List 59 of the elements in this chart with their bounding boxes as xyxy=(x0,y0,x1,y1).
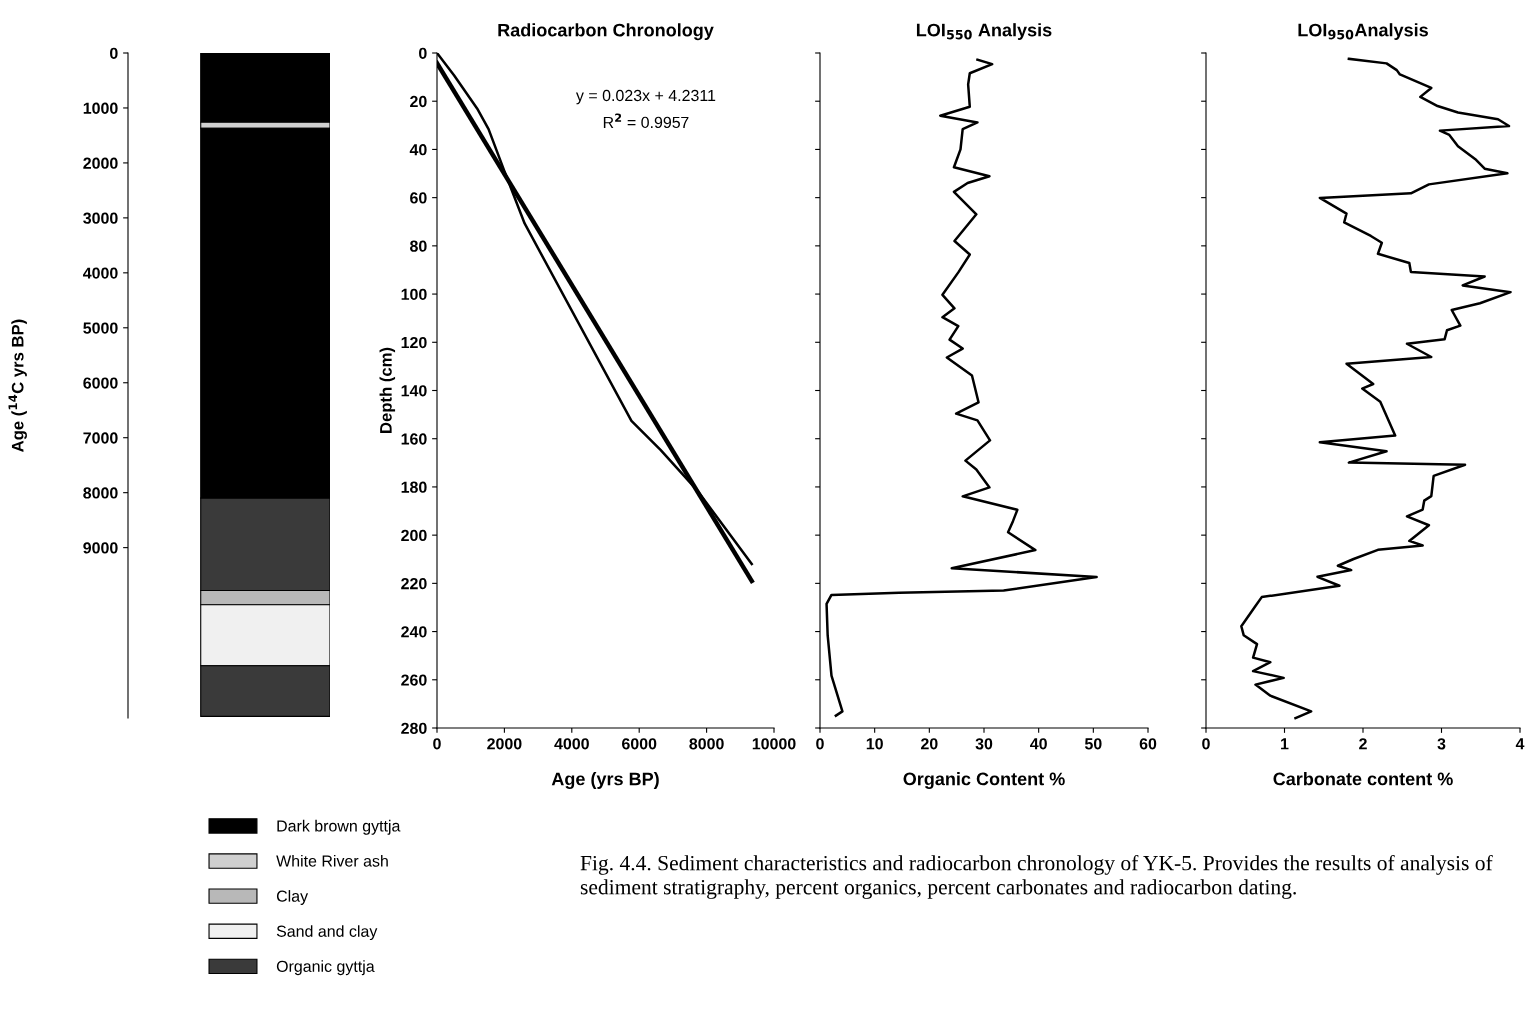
x-tick-label: 30 xyxy=(975,738,993,750)
legend-label: White River ash xyxy=(276,854,388,867)
x-tick-label: 8000 xyxy=(689,738,724,750)
y-tick-label: 120 xyxy=(401,336,427,349)
y-tick-label: 5000 xyxy=(83,322,118,334)
x-tick-label: 0 xyxy=(816,738,824,750)
y-tick-label: 20 xyxy=(410,95,427,108)
legend-label: Organic gyttja xyxy=(276,960,375,976)
chart-title: LOI$_{950}$Analysis xyxy=(1298,23,1428,40)
caption: Fig. 4.4. Sediment characteristics and radiocarbon chronology of YK-5. Provides the results of analysis of sediment stratigraphy, percent organics, percent carbonates and radiocarbon dating. xyxy=(580,855,1493,899)
y-tick-label: 220 xyxy=(401,577,427,590)
y-tick-label: 0 xyxy=(110,47,118,59)
y-tick-label: 80 xyxy=(410,240,427,252)
x-tick-label: 20 xyxy=(921,738,938,750)
chart-title: LOI$_{550}$ Analysis xyxy=(916,23,1052,40)
x-tick-label: 2 xyxy=(1359,738,1367,750)
x-tick-label: 3 xyxy=(1437,738,1446,750)
x-tick-label: 60 xyxy=(1139,738,1157,750)
y-tick-label: 160 xyxy=(401,433,427,445)
y-tick-label: 2000 xyxy=(83,157,118,169)
y-tick-label: 4000 xyxy=(82,267,118,279)
y-tick-label: 100 xyxy=(401,288,427,301)
y-tick-label: 180 xyxy=(401,481,427,493)
y-tick-label: 40 xyxy=(409,144,427,156)
annotation: R$^{2}$ = 0.9957 xyxy=(603,113,689,129)
y-tick-label: 280 xyxy=(401,722,427,734)
y-tick-label: 140 xyxy=(401,385,427,397)
y-tick-label: 7000 xyxy=(83,432,118,444)
legend-label: Dark brown gyttja xyxy=(277,819,401,835)
x-tick-label: 2000 xyxy=(487,738,522,750)
y-tick-label: 8000 xyxy=(83,487,118,499)
legend-label: Sand and clay xyxy=(276,925,378,941)
x-tick-label: 10 xyxy=(866,738,883,750)
y-tick-label: 0 xyxy=(419,47,427,59)
y-tick-label: 60 xyxy=(410,192,427,204)
x-tick-label: 40 xyxy=(1030,738,1047,750)
x-tick-label: 6000 xyxy=(622,738,657,750)
y-tick-label: 6000 xyxy=(83,377,118,389)
x-tick-label: 0 xyxy=(433,738,441,750)
y-tick-label: 200 xyxy=(401,529,427,542)
annotation: y = 0.023x + 4.2311 xyxy=(575,89,716,105)
x-tick-label: 1 xyxy=(1281,738,1289,750)
x-axis-title: Organic Content % xyxy=(903,772,1065,789)
legend-label: Clay xyxy=(276,890,309,905)
x-tick-label: 50 xyxy=(1084,738,1102,750)
y-axis-title: Age ($^{14}$C yrs BP) xyxy=(8,319,27,452)
x-tick-label: 4 xyxy=(1515,738,1525,750)
x-axis-title: Carbonate content % xyxy=(1273,772,1453,786)
x-tick-label: 0 xyxy=(1202,738,1210,750)
x-tick-label: 10000 xyxy=(752,738,796,750)
y-tick-label: 3000 xyxy=(83,212,118,224)
y-tick-label: 240 xyxy=(401,626,427,638)
x-tick-label: 4000 xyxy=(554,738,589,750)
y-tick-label: 9000 xyxy=(83,542,118,554)
y-tick-label: 1000 xyxy=(83,102,118,114)
y-axis-title: Depth (cm) xyxy=(379,347,396,433)
y-tick-label: 260 xyxy=(401,674,427,686)
chart-title: Radiocarbon Chronology xyxy=(498,23,714,41)
x-axis-title: Age (yrs BP) xyxy=(551,772,659,789)
